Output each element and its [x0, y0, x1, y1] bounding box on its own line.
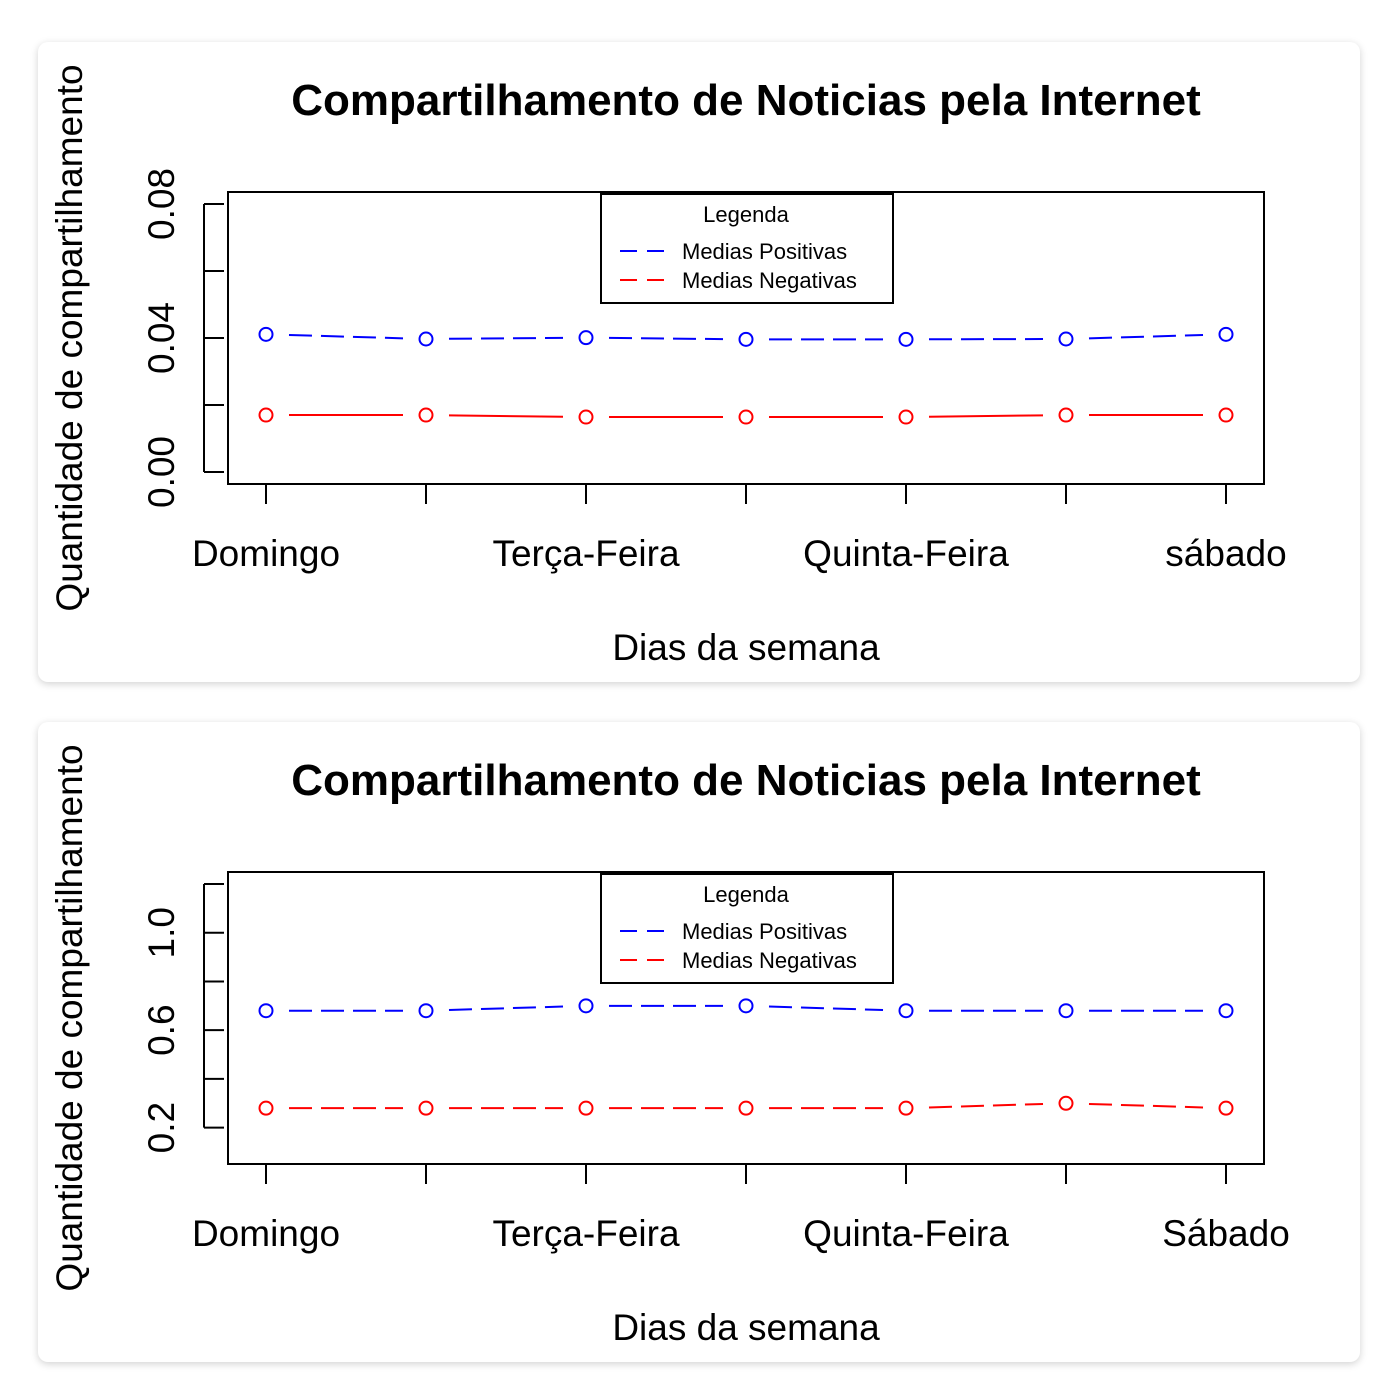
data-point-medias-negativas	[1058, 1095, 1074, 1111]
data-point-medias-negativas	[418, 407, 434, 423]
x-tick-label: Sábado	[1162, 1213, 1290, 1254]
data-point-medias-positivas	[1058, 331, 1074, 347]
chart-panel-top: Compartilhamento de Noticias pela Intern…	[38, 42, 1360, 682]
data-point-medias-positivas	[578, 330, 594, 346]
data-point-medias-negativas	[258, 1100, 274, 1116]
x-tick-label: Quinta-Feira	[803, 1213, 1009, 1254]
data-point-medias-negativas	[578, 1100, 594, 1116]
y-tick-label: 1.0	[141, 907, 182, 958]
legend-label-medias-negativas: Medias Negativas	[682, 268, 857, 293]
x-axis-label: Dias da semana	[612, 627, 880, 668]
data-point-medias-negativas	[1058, 407, 1074, 423]
data-point-medias-positivas	[418, 1003, 434, 1019]
series-line-medias-positivas	[1088, 333, 1204, 340]
legend-label-medias-negativas: Medias Negativas	[682, 948, 857, 973]
data-point-medias-negativas	[898, 1100, 914, 1116]
data-point-medias-positivas	[1218, 1003, 1234, 1019]
data-point-medias-positivas	[258, 326, 274, 342]
data-point-medias-negativas	[738, 409, 754, 425]
series-line-medias-negativas	[928, 414, 1044, 418]
y-tick-label: 0.08	[141, 168, 182, 240]
data-point-medias-negativas	[258, 407, 274, 423]
x-tick-label: sábado	[1165, 533, 1286, 574]
data-point-medias-negativas	[418, 1100, 434, 1116]
series-line-medias-negativas	[1088, 1102, 1204, 1109]
chart-title: Compartilhamento de Noticias pela Intern…	[291, 76, 1201, 125]
data-point-medias-positivas	[738, 331, 754, 347]
legend-title: Legenda	[703, 202, 789, 227]
series-line-medias-positivas	[448, 1005, 564, 1011]
data-point-medias-positivas	[738, 998, 754, 1014]
series-line-medias-negativas	[448, 414, 564, 418]
series-line-medias-negativas	[928, 1102, 1044, 1109]
data-point-medias-negativas	[738, 1100, 754, 1116]
series-line-medias-positivas	[768, 1005, 884, 1011]
y-axis-label: Quantidade de compartilhamento	[49, 64, 90, 611]
y-tick-label: 0.00	[141, 436, 182, 508]
legend-label-medias-positivas: Medias Positivas	[682, 239, 847, 264]
data-point-medias-positivas	[898, 1003, 914, 1019]
data-point-medias-positivas	[898, 331, 914, 347]
x-tick-label: Terça-Feira	[492, 533, 680, 574]
y-axis-label: Quantidade de compartilhamento	[49, 744, 90, 1291]
x-tick-label: Domingo	[192, 533, 340, 574]
legend-label-medias-positivas: Medias Positivas	[682, 919, 847, 944]
line-chart-bottom: Compartilhamento de Noticias pela Intern…	[49, 744, 1290, 1348]
data-point-medias-negativas	[898, 409, 914, 425]
x-axis-label: Dias da semana	[612, 1307, 880, 1348]
y-tick-label: 0.04	[141, 302, 182, 374]
legend-title: Legenda	[703, 882, 789, 907]
data-point-medias-negativas	[1218, 407, 1234, 423]
x-tick-label: Domingo	[192, 1213, 340, 1254]
data-point-medias-positivas	[578, 998, 594, 1014]
series-line-medias-positivas	[608, 336, 724, 341]
data-point-medias-negativas	[1218, 1100, 1234, 1116]
data-point-medias-positivas	[258, 1003, 274, 1019]
legend-box	[600, 193, 894, 304]
x-tick-label: Terça-Feira	[492, 1213, 680, 1254]
line-chart-top: Compartilhamento de Noticias pela Intern…	[49, 64, 1287, 668]
x-tick-label: Quinta-Feira	[803, 533, 1009, 574]
series-line-medias-positivas	[448, 336, 564, 340]
data-point-medias-positivas	[1218, 326, 1234, 342]
y-tick-label: 0.2	[141, 1102, 182, 1153]
chart-title: Compartilhamento de Noticias pela Intern…	[291, 756, 1201, 805]
data-point-medias-positivas	[418, 331, 434, 347]
legend-box	[600, 873, 894, 984]
y-tick-label: 0.6	[141, 1004, 182, 1055]
data-point-medias-positivas	[1058, 1003, 1074, 1019]
series-line-medias-positivas	[288, 333, 404, 340]
data-point-medias-negativas	[578, 409, 594, 425]
chart-panel-bottom: Compartilhamento de Noticias pela Intern…	[38, 722, 1360, 1362]
